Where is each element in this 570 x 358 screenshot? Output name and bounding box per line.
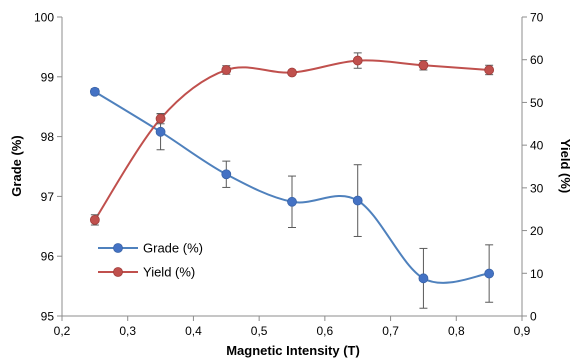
data-point-yield bbox=[287, 67, 297, 78]
x-tick-label: 0,6 bbox=[317, 324, 334, 338]
x-tick-label: 0,3 bbox=[119, 324, 136, 338]
data-point-yield bbox=[89, 214, 100, 225]
x-tick-label: 0,4 bbox=[185, 324, 202, 338]
data-point-yield bbox=[155, 113, 166, 124]
data-point-grade bbox=[352, 195, 363, 206]
legend-item-yield: Yield (%) bbox=[98, 265, 195, 280]
data-point-yield bbox=[484, 65, 495, 75]
y-axis-right-title: Yield (%) bbox=[558, 139, 570, 193]
data-point-grade bbox=[221, 169, 232, 180]
legend-swatch-grade-marker bbox=[113, 243, 123, 253]
x-axis: 0,2 0,3 0,4 0,5 0,6 0,7 0,8 0,9 bbox=[54, 315, 531, 338]
y-axis-left: 95 96 97 98 99 100 bbox=[34, 11, 63, 324]
x-tick-label: 0,5 bbox=[251, 324, 268, 338]
data-point-yield bbox=[418, 60, 429, 71]
x-tick-label: 0,2 bbox=[54, 324, 71, 338]
y-right-tick-label: 50 bbox=[530, 96, 544, 110]
y-left-tick-label: 96 bbox=[41, 250, 55, 264]
y-left-tick-label: 97 bbox=[41, 190, 55, 204]
y-right-tick-label: 30 bbox=[530, 181, 544, 195]
y-left-tick-label: 95 bbox=[41, 310, 55, 324]
legend-label-grade: Grade (%) bbox=[143, 241, 203, 256]
legend-swatch-yield-marker bbox=[113, 267, 123, 277]
data-point-grade bbox=[287, 196, 297, 207]
data-point-yield bbox=[352, 55, 363, 66]
y-right-tick-label: 20 bbox=[530, 224, 544, 238]
data-point-grade bbox=[155, 126, 166, 137]
data-point-yield bbox=[221, 65, 232, 75]
data-point-grade bbox=[484, 268, 495, 279]
y-left-tick-label: 98 bbox=[41, 130, 55, 144]
x-tick-label: 0,9 bbox=[514, 324, 531, 338]
data-point-grade bbox=[89, 86, 100, 97]
y-right-tick-label: 40 bbox=[530, 139, 544, 153]
y-left-tick-label: 99 bbox=[41, 70, 55, 84]
legend-label-yield: Yield (%) bbox=[143, 265, 195, 280]
y-right-tick-label: 70 bbox=[530, 11, 544, 25]
series-markers bbox=[89, 55, 495, 284]
y-axis-right: 0 10 20 30 40 50 60 70 bbox=[521, 11, 544, 324]
x-tick-label: 0,7 bbox=[382, 324, 399, 338]
series-layer bbox=[89, 52, 495, 309]
legend-item-grade: Grade (%) bbox=[98, 241, 203, 256]
x-tick-label: 0,8 bbox=[448, 324, 465, 338]
y-right-tick-label: 60 bbox=[530, 53, 544, 67]
y-right-tick-label: 10 bbox=[530, 267, 544, 281]
y-right-tick-label: 0 bbox=[530, 310, 537, 324]
x-axis-title: Magnetic Intensity (T) bbox=[226, 343, 360, 358]
legend: Grade (%) Yield (%) bbox=[98, 241, 203, 280]
y-axis-left-title: Grade (%) bbox=[9, 135, 24, 196]
data-point-grade bbox=[418, 273, 429, 284]
y-left-tick-label: 100 bbox=[34, 11, 54, 25]
